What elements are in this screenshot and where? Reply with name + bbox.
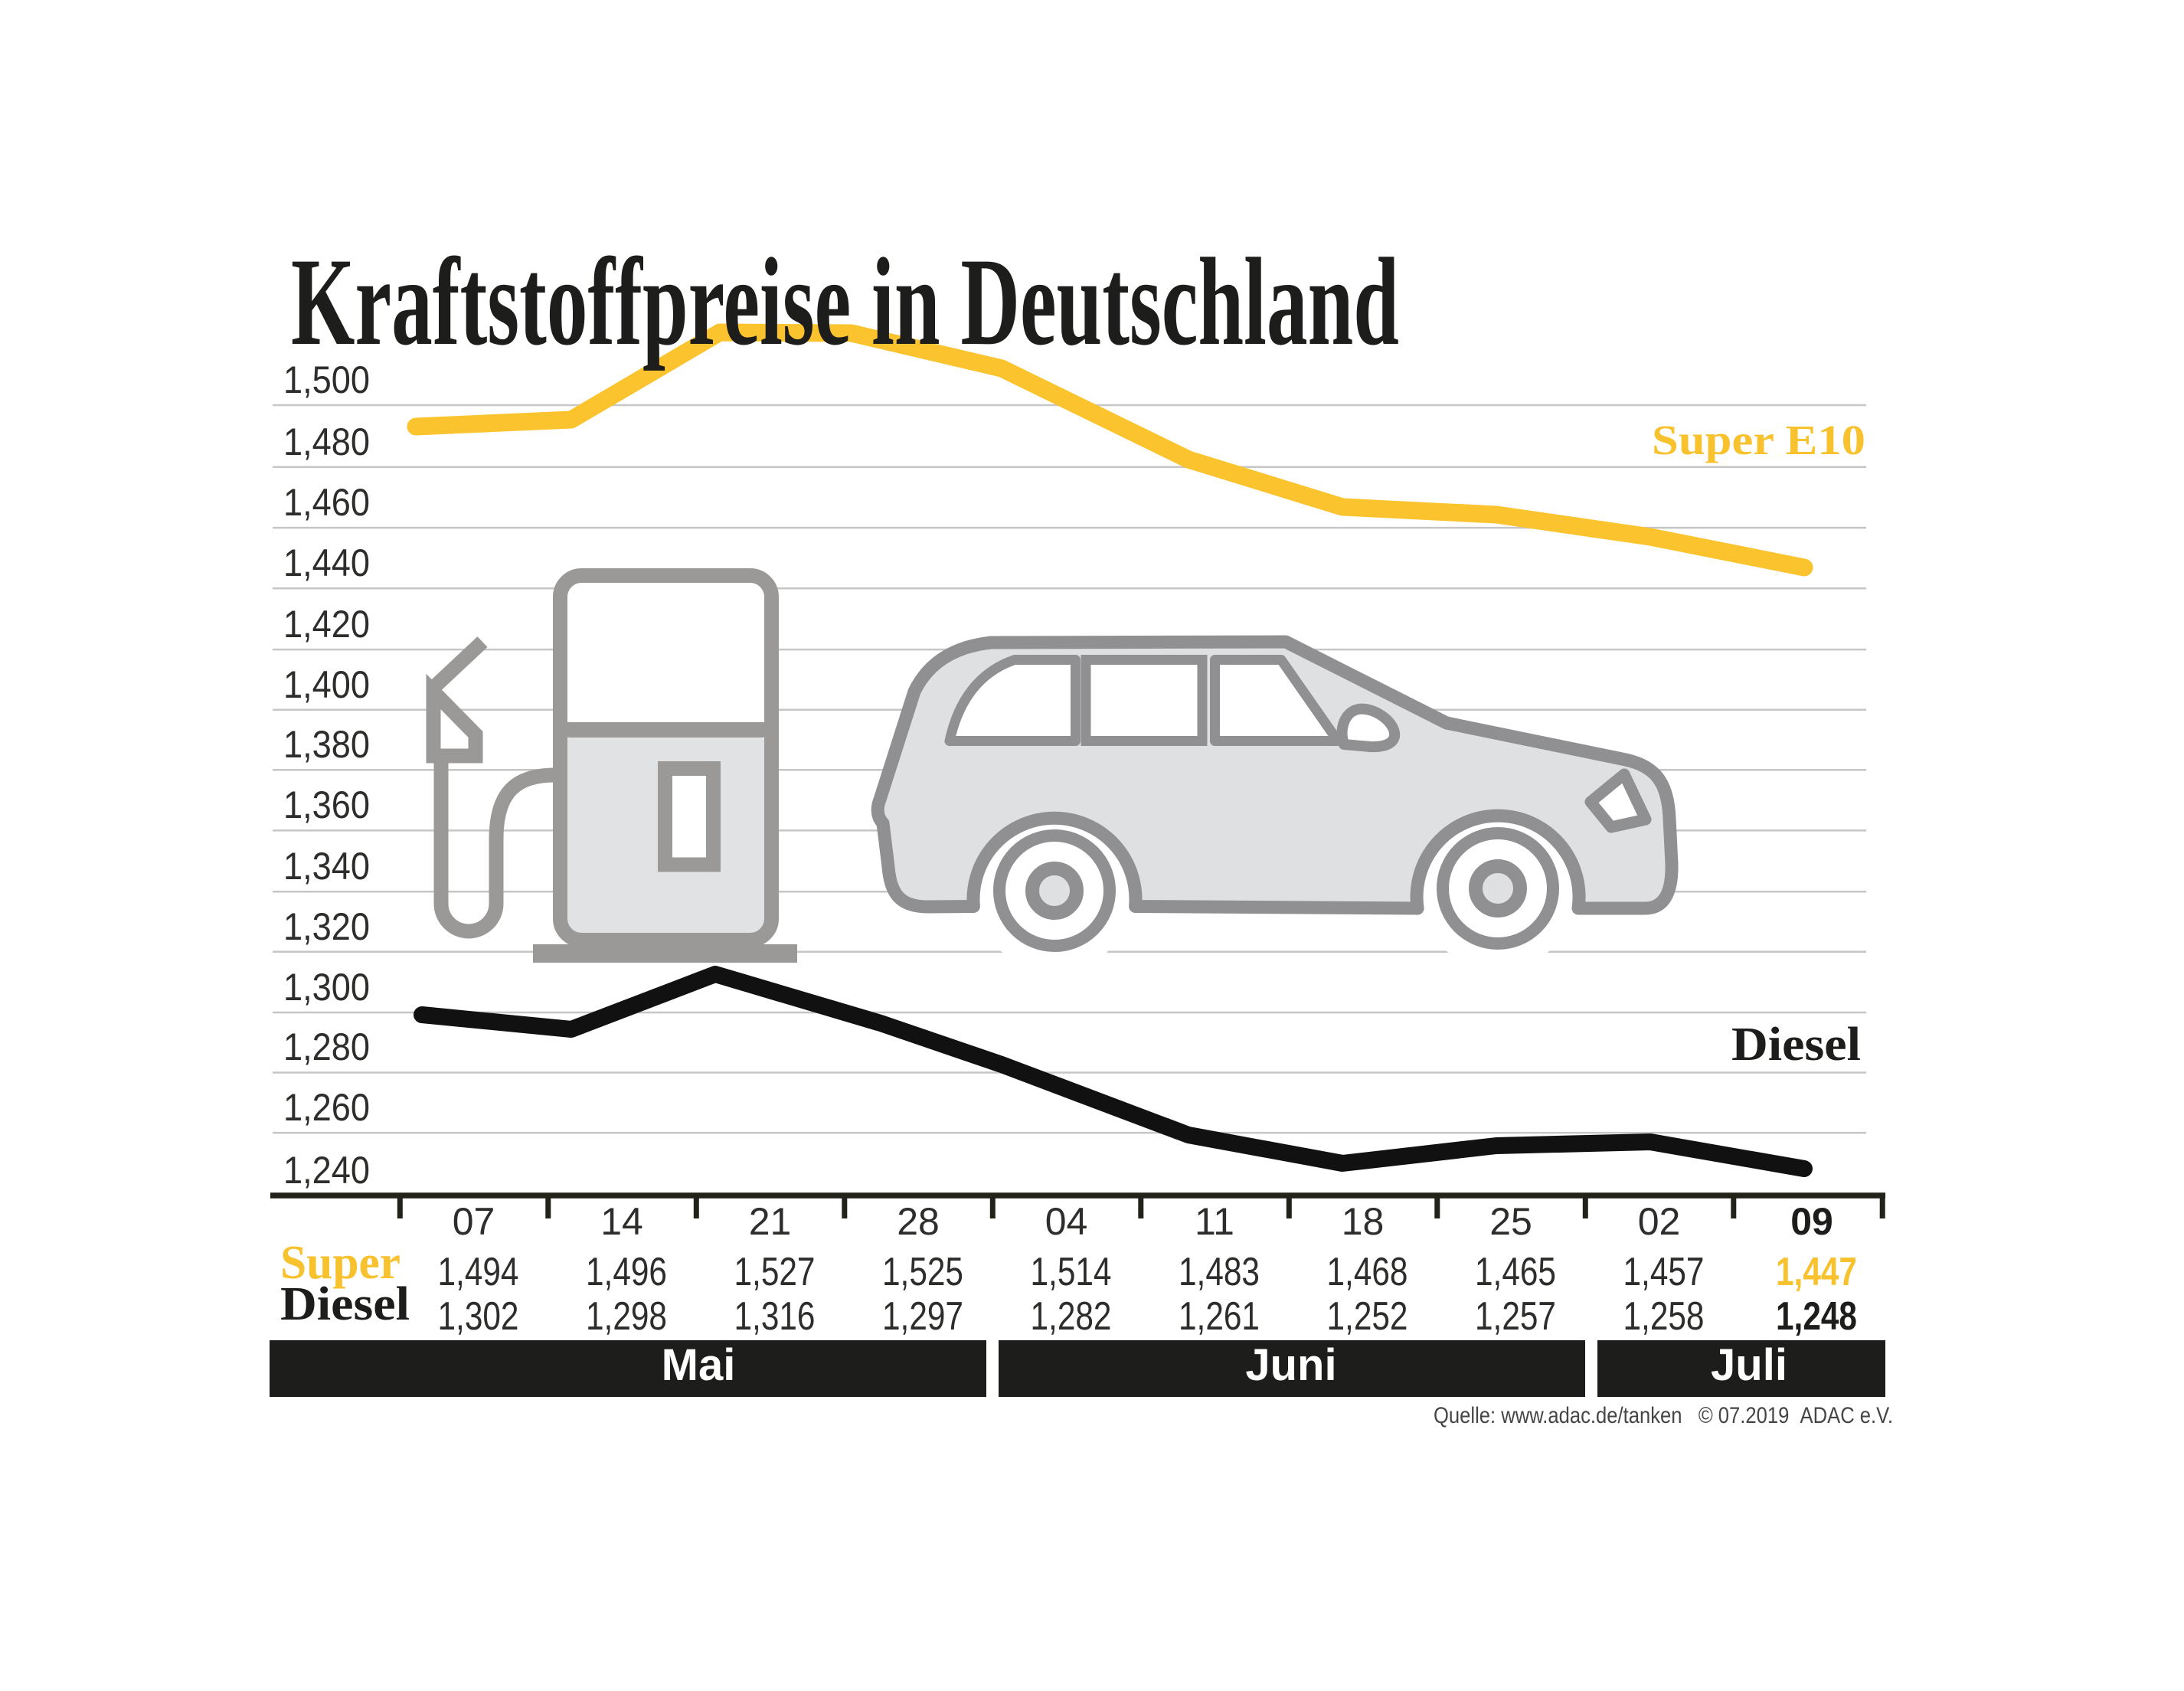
svg-text:11: 11 (1195, 1200, 1234, 1243)
svg-text:1,282: 1,282 (1031, 1294, 1112, 1339)
svg-text:1,500: 1,500 (283, 358, 370, 401)
svg-text:Diesel: Diesel (280, 1278, 410, 1330)
svg-text:Diesel: Diesel (1731, 1019, 1861, 1071)
svg-text:1,240: 1,240 (283, 1149, 370, 1192)
svg-text:1,320: 1,320 (283, 905, 370, 948)
svg-text:25: 25 (1489, 1200, 1532, 1243)
svg-text:1,248: 1,248 (1776, 1294, 1857, 1339)
svg-text:1,260: 1,260 (283, 1086, 370, 1129)
svg-text:1,496: 1,496 (586, 1250, 667, 1294)
svg-text:18: 18 (1342, 1200, 1385, 1243)
svg-text:1,483: 1,483 (1179, 1250, 1260, 1294)
svg-text:1,447: 1,447 (1776, 1250, 1857, 1294)
svg-text:Juni: Juni (1245, 1340, 1336, 1390)
svg-text:1,380: 1,380 (283, 723, 370, 766)
svg-text:1,440: 1,440 (283, 541, 370, 584)
svg-text:1,457: 1,457 (1623, 1250, 1705, 1294)
svg-text:21: 21 (749, 1200, 792, 1243)
svg-text:1,300: 1,300 (283, 966, 370, 1009)
svg-text:1,468: 1,468 (1327, 1250, 1408, 1294)
svg-text:1,514: 1,514 (1031, 1250, 1112, 1294)
svg-text:1,257: 1,257 (1475, 1294, 1556, 1339)
svg-text:1,297: 1,297 (882, 1294, 963, 1339)
svg-text:1,480: 1,480 (283, 420, 370, 463)
svg-text:1,527: 1,527 (734, 1250, 816, 1294)
svg-text:1,302: 1,302 (438, 1294, 519, 1339)
svg-text:02: 02 (1638, 1200, 1681, 1243)
svg-text:1,340: 1,340 (283, 845, 370, 888)
svg-text:14: 14 (600, 1200, 643, 1243)
svg-text:Kraftstoffpreise in Deutschlan: Kraftstoffpreise in Deutschland (291, 233, 1399, 371)
svg-text:1,494: 1,494 (438, 1250, 519, 1294)
svg-text:1,316: 1,316 (734, 1294, 816, 1339)
svg-text:1,460: 1,460 (283, 481, 370, 524)
svg-text:04: 04 (1045, 1200, 1088, 1243)
svg-text:1,280: 1,280 (283, 1025, 370, 1068)
svg-text:Super E10: Super E10 (1652, 417, 1865, 463)
svg-text:1,298: 1,298 (586, 1294, 667, 1339)
svg-text:1,465: 1,465 (1475, 1250, 1556, 1294)
svg-text:1,252: 1,252 (1327, 1294, 1408, 1339)
svg-text:1,400: 1,400 (283, 663, 370, 706)
svg-text:1,420: 1,420 (283, 603, 370, 646)
svg-text:1,258: 1,258 (1623, 1294, 1705, 1339)
svg-text:1,261: 1,261 (1179, 1294, 1260, 1339)
svg-text:1,360: 1,360 (283, 783, 370, 826)
svg-text:1,525: 1,525 (882, 1250, 963, 1294)
svg-text:Quelle: www.adac.de/tanken ©: Quelle: www.adac.de/tanken © 07.2019 ADA… (1434, 1403, 1893, 1428)
svg-text:Juli: Juli (1711, 1340, 1787, 1390)
svg-text:09: 09 (1790, 1200, 1833, 1243)
svg-text:Super: Super (280, 1237, 401, 1289)
svg-text:28: 28 (897, 1200, 940, 1243)
svg-text:Mai: Mai (662, 1340, 736, 1390)
svg-text:07: 07 (453, 1200, 495, 1243)
